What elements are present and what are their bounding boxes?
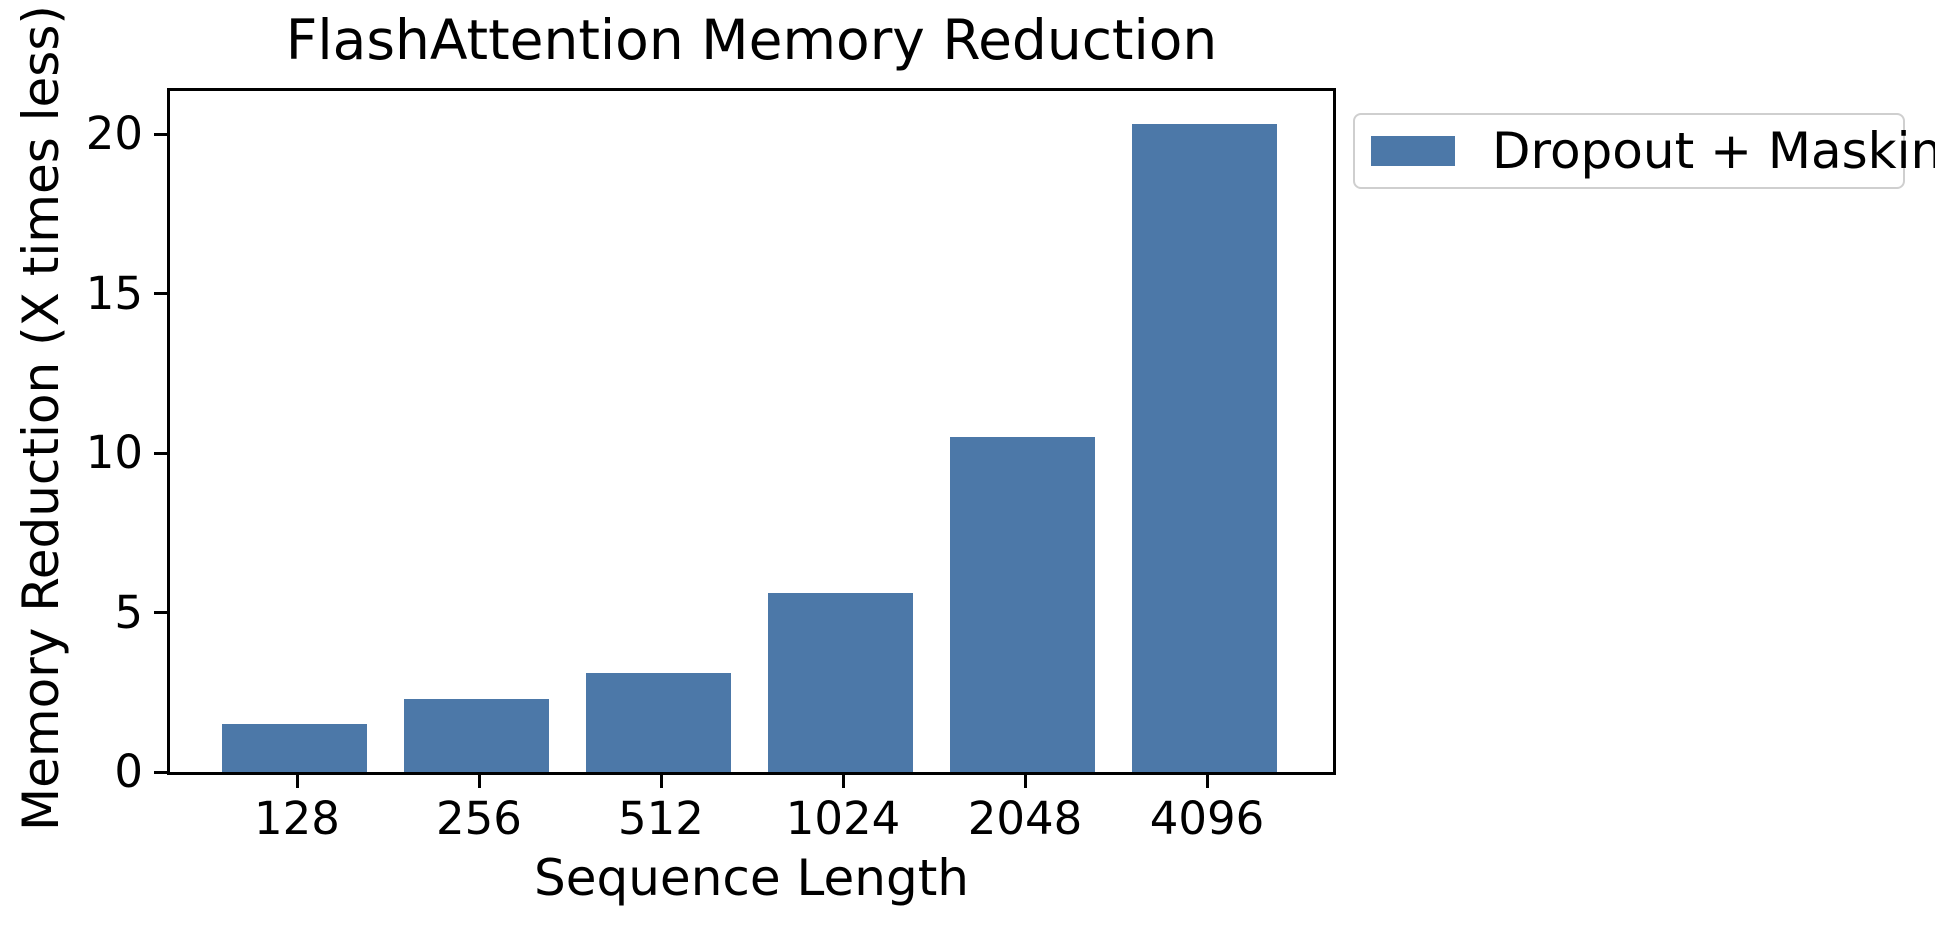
y-tick-label: 15 bbox=[85, 266, 143, 320]
bar-2048 bbox=[949, 437, 1095, 772]
x-tick-label: 2048 bbox=[967, 792, 1083, 845]
legend-label: Dropout + Masking bbox=[1492, 122, 1935, 180]
x-tick-label: 128 bbox=[254, 792, 340, 845]
x-axis-label: Sequence Length bbox=[534, 849, 969, 907]
y-tick-mark bbox=[154, 770, 168, 774]
x-tick-label: 256 bbox=[436, 792, 522, 845]
bar-256 bbox=[403, 699, 549, 772]
bar-1024 bbox=[767, 593, 913, 772]
x-tick-mark bbox=[841, 774, 845, 788]
x-tick-mark bbox=[659, 774, 663, 788]
x-tick-label: 512 bbox=[618, 792, 704, 845]
bar-512 bbox=[585, 673, 731, 772]
bar-4096 bbox=[1131, 124, 1277, 772]
x-tick-mark bbox=[1205, 774, 1209, 788]
x-tick-mark bbox=[477, 774, 481, 788]
y-tick-label: 5 bbox=[114, 585, 143, 639]
legend: Dropout + Masking bbox=[1353, 113, 1935, 189]
x-tick-label: 4096 bbox=[1149, 792, 1265, 845]
y-tick-mark bbox=[154, 292, 168, 296]
y-tick-mark bbox=[154, 451, 168, 455]
y-tick-label: 0 bbox=[114, 745, 143, 798]
chart-title: FlashAttention Memory Reduction bbox=[285, 8, 1218, 72]
x-tick-mark bbox=[1023, 774, 1027, 788]
plot-area bbox=[167, 88, 1336, 775]
y-tick-mark bbox=[154, 611, 168, 614]
bars-layer bbox=[170, 91, 1333, 772]
legend-swatch bbox=[1371, 136, 1455, 166]
bar-128 bbox=[221, 724, 367, 772]
x-tick-label: 1024 bbox=[785, 792, 901, 845]
x-tick-mark bbox=[295, 774, 299, 788]
y-tick-label: 20 bbox=[85, 107, 143, 161]
y-tick-mark bbox=[154, 132, 168, 136]
y-tick-label: 10 bbox=[85, 426, 143, 480]
